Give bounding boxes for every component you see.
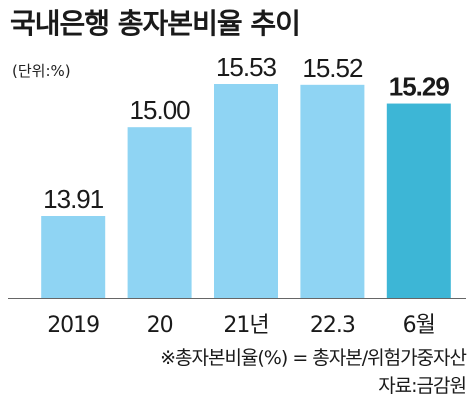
x-tick-label-1: 20 xyxy=(147,313,173,338)
x-tick-label-0: 2019 xyxy=(47,313,99,338)
value-label-1: 15.00 xyxy=(130,95,191,125)
bar-3 xyxy=(300,84,365,298)
value-label-4: 15.29 xyxy=(389,72,450,102)
value-label-3: 15.52 xyxy=(302,53,363,83)
bar-2 xyxy=(214,84,278,298)
value-label-2: 15.53 xyxy=(216,52,277,82)
x-tick-label-4: 6월 xyxy=(403,313,435,338)
value-label-0: 13.91 xyxy=(43,184,104,214)
footnote: ※총자본비율(%) = 총자본/위험가중자산 xyxy=(160,347,467,369)
unit-label: (단위:%) xyxy=(12,62,71,80)
x-tick-label-2: 21년 xyxy=(223,313,268,338)
chart-title: 국내은행 총자본비율 추이 xyxy=(10,7,301,40)
x-tick-label-3: 22.3 xyxy=(310,313,355,338)
bar-4 xyxy=(386,103,451,298)
source-label: 자료:금감원 xyxy=(378,375,467,397)
bar-chart: 13.91 2019 15.00 20 15.53 21년 15.52 22.3 15.29 6월 xyxy=(8,52,466,338)
bar-1 xyxy=(127,127,192,299)
bar-0 xyxy=(41,216,106,298)
